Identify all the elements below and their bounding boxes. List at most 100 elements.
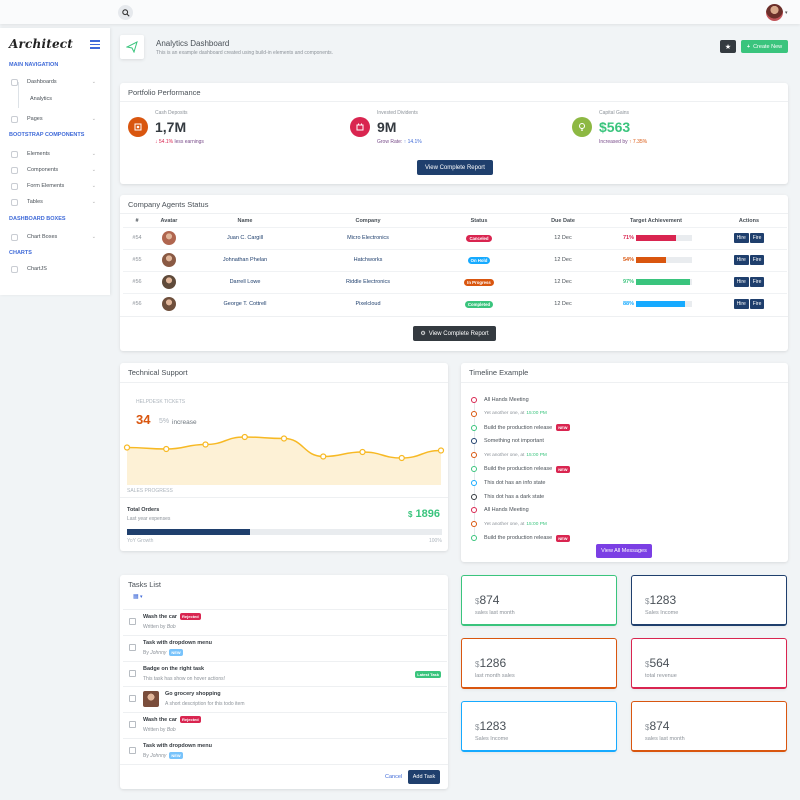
fire-button[interactable]: Fire bbox=[749, 277, 765, 287]
divider bbox=[120, 213, 788, 214]
widget-number: 564 bbox=[649, 656, 670, 670]
sidebar-item-tables[interactable]: Tables ⌄ bbox=[11, 197, 99, 207]
chevron-down-icon[interactable]: ▾ bbox=[785, 10, 788, 16]
add-task-button[interactable]: Add Task bbox=[408, 770, 440, 784]
task-sub-text: Written by bbox=[143, 727, 166, 734]
stat-widget: $1286 last month sales bbox=[461, 638, 617, 689]
hire-button[interactable]: Hire bbox=[733, 299, 749, 310]
hire-button[interactable]: Hire bbox=[733, 277, 749, 287]
task-item: Task with dropdown menu By Johnny NEW bbox=[123, 634, 447, 661]
sidebar-item-form-elements[interactable]: Form Elements ⌄ bbox=[11, 181, 99, 191]
sidebar-item-analytics[interactable]: Analytics bbox=[30, 96, 53, 102]
task-right-badge: Latest Task bbox=[415, 670, 441, 678]
task-subtitle: Written by Bob bbox=[143, 727, 176, 733]
timeline-dot-icon bbox=[471, 410, 477, 417]
data-point bbox=[437, 447, 445, 454]
agents-table: # Avatar Name Company Status Due Date Ta… bbox=[123, 215, 787, 315]
timeline-item: Build the production release NEW bbox=[471, 533, 570, 543]
stat-change-value: 14.1% bbox=[407, 139, 422, 145]
task-title-text: Wash the car bbox=[143, 717, 178, 724]
achievement-bar bbox=[636, 234, 692, 241]
timeline-item: Build the production release NEW bbox=[471, 423, 570, 433]
stat-value: 1,7M bbox=[155, 119, 187, 135]
task-title-text: Task with dropdown menu bbox=[143, 743, 212, 749]
helpdesk-percent: 5% bbox=[159, 418, 170, 425]
nav-section-charts: Charts bbox=[9, 250, 32, 256]
agent-name: Johnathan Phelan bbox=[187, 248, 303, 271]
column-header: Name bbox=[237, 217, 253, 224]
timeline-title: Something not important bbox=[484, 438, 544, 445]
chevron-down-icon: ⌄ bbox=[91, 79, 96, 85]
task-checkbox[interactable] bbox=[129, 695, 136, 703]
task-title: Badge on the right task bbox=[143, 666, 204, 672]
task-checkbox[interactable] bbox=[129, 643, 136, 651]
task-tag: NEW bbox=[169, 648, 183, 656]
task-badge: Rejected bbox=[180, 716, 201, 724]
view-complete-report-button[interactable]: View Complete Report bbox=[417, 160, 493, 175]
user-avatar[interactable] bbox=[766, 4, 783, 21]
timeline-title: All Hands Meeting bbox=[484, 397, 529, 403]
timeline-item: This dot has an info state bbox=[471, 478, 545, 488]
chart-icon bbox=[11, 265, 18, 273]
create-new-button[interactable]: + Create New bbox=[741, 40, 788, 53]
sidebar-item-label: Elements bbox=[27, 151, 50, 157]
yoy-progress-bar bbox=[127, 529, 442, 535]
chevron-down-icon: ⌄ bbox=[91, 183, 96, 189]
widget-label: Sales Income bbox=[645, 610, 679, 616]
timeline-item: All Hands Meeting bbox=[471, 505, 529, 515]
stat-widget: $874 sales last month bbox=[631, 701, 787, 752]
column-header: Avatar bbox=[160, 217, 178, 224]
timeline-time: 15:00 PM bbox=[526, 521, 547, 527]
cancel-button[interactable]: Cancel bbox=[385, 774, 403, 780]
chevron-down-icon: ⌄ bbox=[91, 199, 96, 205]
sidebar-item-chart-boxes[interactable]: Chart Boxes ⌄ bbox=[11, 232, 99, 242]
fire-button[interactable]: Fire bbox=[749, 255, 765, 265]
star-button[interactable]: ★ bbox=[720, 40, 736, 53]
components-icon bbox=[11, 166, 18, 174]
timeline-time: 15:00 PM bbox=[526, 411, 547, 417]
helpdesk-value: 34 bbox=[136, 412, 151, 427]
row-id: #54 bbox=[123, 226, 151, 249]
table-row: #55 Johnathan Phelan Hatchworks On Hold 12 D… bbox=[123, 248, 787, 271]
chart-label: SALES PROGRESS bbox=[127, 488, 173, 494]
fire-button[interactable]: Fire bbox=[749, 233, 765, 243]
elements-icon bbox=[11, 150, 18, 158]
task-item: Badge on the right task This task has sho… bbox=[123, 660, 447, 687]
task-subtitle: A short description for this todo item bbox=[165, 701, 244, 707]
widget-value: $874 bbox=[645, 719, 669, 733]
achievement-percent: 88% bbox=[622, 301, 634, 308]
task-checkbox[interactable] bbox=[129, 747, 136, 754]
data-point bbox=[163, 445, 170, 453]
timeline-dot-icon bbox=[471, 535, 477, 541]
app-logo: Architect bbox=[9, 37, 74, 51]
task-checkbox[interactable] bbox=[129, 618, 136, 625]
hire-button[interactable]: Hire bbox=[733, 233, 749, 243]
task-title: Task with dropdown menu bbox=[143, 640, 212, 646]
yoy-max: 100% bbox=[429, 538, 442, 544]
task-checkbox[interactable] bbox=[129, 721, 136, 729]
due-date: 12 Dec bbox=[525, 248, 601, 271]
new-badge: NEW bbox=[556, 534, 570, 542]
view-all-messages-button[interactable]: View All Messages bbox=[596, 544, 652, 558]
sidebar-item-pages[interactable]: Pages ⌄ bbox=[11, 114, 99, 124]
task-sub-text: By bbox=[143, 649, 149, 656]
task-checkbox[interactable] bbox=[129, 669, 136, 677]
sidebar-item-elements[interactable]: Elements ⌄ bbox=[11, 149, 99, 159]
form-icon bbox=[11, 182, 18, 190]
stat-change-value: 7.35% bbox=[632, 139, 648, 145]
sidebar-item-chartjs[interactable]: ChartJS bbox=[11, 264, 99, 274]
search-button[interactable] bbox=[118, 5, 133, 20]
timeline-dot-icon bbox=[471, 466, 477, 472]
tasks-view-dropdown[interactable]: ▦ ▾ bbox=[133, 593, 143, 600]
view-complete-report-dark-button[interactable]: ⚙ View Complete Report bbox=[413, 326, 496, 341]
chevron-down-icon: ⌄ bbox=[91, 116, 96, 122]
avatar bbox=[162, 253, 176, 267]
hamburger-icon[interactable] bbox=[90, 40, 100, 51]
fire-button[interactable]: Fire bbox=[749, 299, 765, 310]
sidebar-item-components[interactable]: Components ⌄ bbox=[11, 165, 99, 175]
sidebar-item-dashboards[interactable]: Dashboards ⌄ bbox=[11, 77, 99, 87]
create-new-label: Create New bbox=[753, 43, 783, 50]
page-title: Analytics Dashboard bbox=[156, 39, 230, 48]
hire-button[interactable]: Hire bbox=[733, 255, 749, 265]
task-subtitle: Written by Bob bbox=[143, 624, 176, 630]
